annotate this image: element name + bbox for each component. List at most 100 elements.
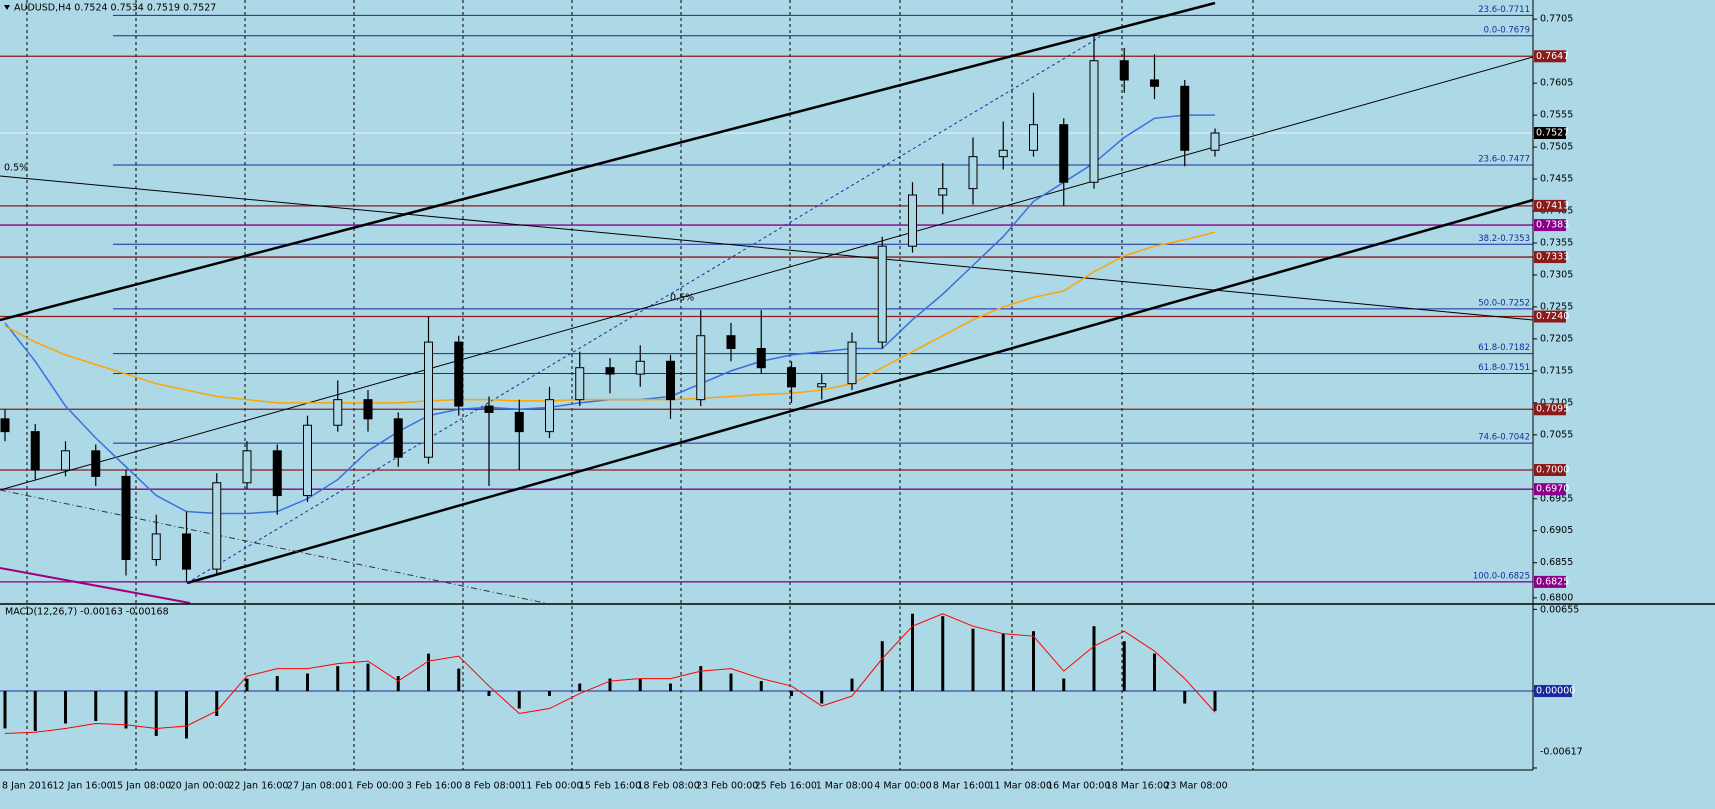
x-tick-label: 11 Feb 00:00 — [520, 781, 582, 792]
candle-body — [30, 431, 40, 471]
macd-bar — [729, 673, 733, 692]
macd-bar — [850, 678, 854, 692]
y-tick-label: 0.7255 — [1540, 301, 1573, 312]
y-tick-label: -0.00617 — [1540, 747, 1583, 758]
candle-body — [1210, 132, 1220, 151]
level-tag-label: 0.6825 — [1536, 576, 1569, 587]
channel-lower — [186, 198, 1534, 585]
marks-layer — [0, 35, 1533, 739]
macd-bar — [245, 678, 249, 692]
macd-bar — [487, 691, 491, 697]
macd-bar — [154, 691, 158, 736]
macd-bar — [1213, 691, 1217, 712]
x-tick-label: 20 Jan 00:00 — [170, 781, 230, 792]
level-tag — [1534, 575, 1566, 588]
candle-body — [1180, 85, 1190, 151]
macd-bar — [638, 678, 642, 692]
x-tick-label: 23 Feb 00:00 — [696, 781, 758, 792]
candle-body — [756, 347, 766, 369]
x-tick-label: 8 Mar 16:00 — [933, 781, 990, 792]
macd-bar — [427, 653, 430, 692]
level-tag — [1534, 463, 1566, 476]
level-tag-label: 0.6970 — [1536, 484, 1569, 495]
y-tick-label: 0.00655 — [1540, 605, 1579, 616]
level-tag — [1534, 199, 1566, 212]
y-tick-label: 0.6855 — [1540, 557, 1573, 568]
x-tick-label: 15 Feb 16:00 — [579, 781, 641, 792]
y-tick-label: 0.7305 — [1540, 269, 1573, 280]
x-tick-label: 1 Feb 00:00 — [347, 781, 403, 792]
macd-bar — [457, 668, 461, 692]
candle-body — [787, 367, 796, 388]
macd-bar — [185, 691, 188, 739]
candle-body — [1089, 60, 1099, 183]
candle-body — [847, 341, 857, 385]
candle-body — [484, 405, 494, 413]
channel-mid — [0, 56, 1534, 491]
macd-bar — [548, 691, 551, 697]
fib-label: 61.8-0.7151 — [1478, 363, 1530, 373]
macd-bar — [1032, 631, 1035, 692]
y-tick-label: 0.7455 — [1540, 174, 1573, 185]
y-tick-label: 0.7505 — [1540, 142, 1573, 153]
channel-upper — [0, 1, 1216, 322]
candle-body — [908, 194, 917, 247]
candle-body — [938, 188, 948, 196]
level-tag-label: 0.7095 — [1536, 404, 1569, 415]
x-tick-label: 18 Mar 16:00 — [1106, 781, 1169, 792]
macd-bar — [669, 683, 672, 692]
candle-body — [393, 418, 403, 458]
macd-bar — [3, 691, 7, 729]
macd-bar — [1183, 691, 1187, 704]
candle-body — [666, 360, 675, 401]
x-tick-label: 4 Mar 00:00 — [874, 781, 931, 792]
candle-body — [272, 450, 282, 497]
level-tag-label: 0.7413 — [1536, 200, 1569, 211]
candle-body — [151, 533, 161, 561]
candle-body — [635, 360, 645, 375]
trend-line — [0, 175, 1534, 321]
candle-body — [182, 533, 191, 570]
signal-line — [4, 613, 1216, 734]
level-tag-label: 0.7000 — [1536, 464, 1569, 475]
macd-bar — [790, 691, 793, 697]
level-tag-label: 0.7383 — [1536, 220, 1569, 231]
x-tick-label: 27 Jan 08:00 — [287, 781, 347, 792]
annotation: 0.5% — [4, 163, 28, 174]
candle-body — [424, 341, 433, 458]
chart-title: AUDUSD,H4 0.7524 0.7534 0.7519 0.7527 — [14, 3, 216, 14]
annotation: 0.5% — [670, 293, 694, 304]
level-tag-label: 0.7333 — [1536, 252, 1569, 263]
fib-label: 23.6-0.7711 — [1478, 5, 1530, 15]
x-tick-label: 11 Mar 08:00 — [988, 781, 1051, 792]
fib-label: 74.6-0.7042 — [1478, 433, 1530, 443]
y-tick-label: 0.7105 — [1540, 397, 1573, 408]
dash-line — [0, 489, 546, 604]
candle-body — [1059, 124, 1069, 183]
macd-bar — [33, 691, 37, 731]
x-tick-label: 18 Feb 08:00 — [637, 781, 699, 792]
x-tick-label: 1 Mar 08:00 — [816, 781, 873, 792]
macd-bar — [759, 681, 763, 692]
x-tick-label: 8 Feb 08:00 — [465, 781, 521, 792]
y-tick-label: 0.00000 — [1536, 686, 1575, 697]
macd-bar — [396, 676, 400, 692]
level-tag — [1534, 251, 1566, 264]
macd-bar — [336, 666, 340, 692]
macd-bar — [911, 613, 914, 692]
macd-title: MACD(12,26,7) -0.00163 -0.00168 — [5, 607, 169, 618]
menu-arrow[interactable] — [4, 5, 10, 10]
y-tick-label: 0.7055 — [1540, 429, 1573, 440]
last-price-label: 0.7527 — [1536, 128, 1569, 139]
candle-body — [242, 450, 252, 484]
fib-label: 50.0-0.7252 — [1478, 298, 1530, 308]
macd-bar — [1122, 641, 1126, 692]
x-tick-label: 23 Mar 08:00 — [1164, 781, 1227, 792]
candle-body — [333, 399, 343, 426]
candle-body — [1150, 79, 1159, 87]
x-tick-label: 15 Jan 08:00 — [111, 781, 171, 792]
y-tick-label: 0.7355 — [1540, 237, 1573, 248]
candle-body — [817, 383, 827, 388]
fib-label: 0.0-0.7679 — [1484, 25, 1530, 35]
